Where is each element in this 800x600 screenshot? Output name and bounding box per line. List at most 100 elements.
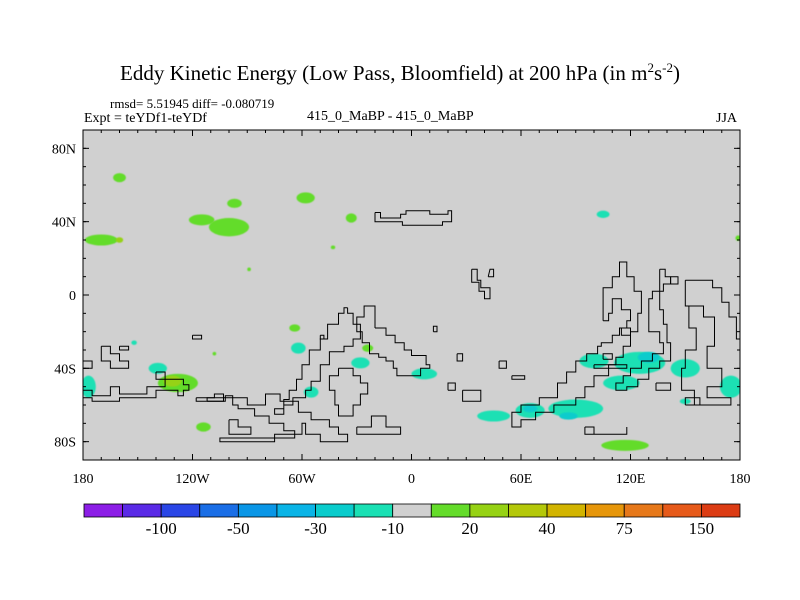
contour-blob [330, 245, 336, 250]
colorbar-swatch [701, 503, 741, 518]
coastline [511, 375, 526, 380]
colorbar-swatch [122, 503, 162, 518]
colorbar-swatch [392, 503, 432, 518]
coastline [206, 393, 349, 443]
title-superscript-1: 2 [647, 60, 654, 75]
contour-blob [291, 342, 306, 354]
coastline [228, 419, 252, 435]
plot-background [83, 130, 740, 460]
colorbar-label: -30 [304, 519, 327, 538]
contour-blob [477, 410, 511, 422]
y-tick-label: 80S [54, 436, 76, 451]
y-tick-label: 40S [54, 362, 76, 377]
contour-blob [247, 267, 251, 272]
coastline [584, 426, 628, 435]
colorbar-swatch [585, 503, 625, 518]
contour-blob [227, 198, 242, 208]
colorbar-swatch [430, 503, 471, 518]
coastline [83, 378, 190, 402]
contour-blob [188, 214, 215, 226]
title-superscript-2: -2 [662, 60, 673, 75]
coastline [328, 367, 369, 417]
case-label: 415_0_MaBP - 415_0_MaBP [307, 109, 474, 124]
colorbar-swatch [662, 503, 702, 518]
x-tick-label: 60E [510, 472, 533, 487]
colorbar-swatch [237, 503, 278, 518]
coastline [684, 397, 701, 406]
contour-blob [296, 192, 315, 204]
y-tick-label: 40N [52, 216, 76, 231]
contour-blob [362, 344, 374, 352]
coastline [155, 371, 166, 380]
coastline [670, 276, 679, 285]
coastline [319, 334, 325, 340]
colorbar-swatch [160, 503, 201, 518]
coastline [681, 280, 732, 406]
colorbar-label: -10 [381, 519, 404, 538]
colorbar-label: 150 [689, 519, 715, 538]
contour-blob [289, 324, 301, 332]
coastline [655, 382, 672, 391]
title-mid: s [653, 61, 663, 85]
stats-label: rmsd= 5.51945 diff= -0.080719 [110, 96, 275, 111]
y-axis-labels: 80N 40N 0 40S 80S [52, 142, 76, 450]
season-label: JJA [716, 111, 738, 126]
contour-blob [345, 213, 357, 223]
coastline [456, 353, 464, 362]
contour-blob [548, 399, 604, 418]
colorbar-labels: -100 -50 -30 -10 20 40 75 150 [146, 519, 715, 538]
coastline [602, 353, 613, 360]
coastlines [83, 210, 740, 443]
contour-blob [637, 351, 660, 363]
contour-blob [522, 405, 538, 413]
contour-blob [148, 362, 167, 374]
coastline [432, 325, 438, 333]
colorbar-label: -50 [227, 519, 250, 538]
coastline [487, 268, 495, 278]
contour-blob [113, 173, 126, 183]
x-tick-label: 0 [408, 472, 415, 487]
contour-fills [83, 173, 740, 451]
contour-blob [601, 439, 649, 451]
coastline [192, 334, 203, 340]
colorbar-swatch [623, 503, 664, 518]
colorbar-swatch [199, 503, 239, 518]
coastline [374, 210, 453, 226]
coastline [100, 345, 130, 369]
coastline [471, 268, 491, 300]
coastline [356, 305, 431, 377]
y-tick-label: 0 [69, 289, 76, 304]
contour-blob [559, 412, 578, 420]
y-tick-label: 80N [52, 142, 76, 157]
coastline [195, 393, 224, 402]
colorbar-swatch [546, 503, 587, 518]
contour-blob [303, 386, 319, 398]
title-main: Eddy Kinetic Energy (Low Pass, Bloomfiel… [120, 61, 648, 85]
axis-ticks [82, 130, 741, 460]
x-tick-label: 60W [288, 472, 316, 487]
colorbar-swatch [315, 503, 355, 518]
x-tick-label: 120E [616, 472, 646, 487]
colorbar-label: 20 [461, 519, 478, 538]
colorbar-swatch [508, 503, 548, 518]
x-tick-label: 180 [73, 472, 94, 487]
experiment-label: Expt = teYDf1-teYDf [84, 111, 207, 126]
contour-blob [163, 375, 182, 387]
coastline [615, 268, 672, 391]
coastline [685, 279, 740, 340]
contour-blob [212, 351, 217, 356]
coastline [447, 382, 456, 391]
coastline [462, 389, 482, 402]
contour-blob [719, 375, 740, 398]
contour-blob [208, 218, 250, 237]
coastline [119, 345, 130, 351]
coastline [498, 360, 507, 369]
x-axis-labels: 180 120W 60W 0 60E 120E 180 [73, 472, 751, 487]
colorbar-label: 75 [616, 519, 633, 538]
colorbar [83, 503, 741, 518]
coastline [511, 261, 642, 428]
contour-blob [131, 340, 137, 345]
colorbar-swatch [83, 503, 123, 518]
colorbar-label: 40 [539, 519, 556, 538]
